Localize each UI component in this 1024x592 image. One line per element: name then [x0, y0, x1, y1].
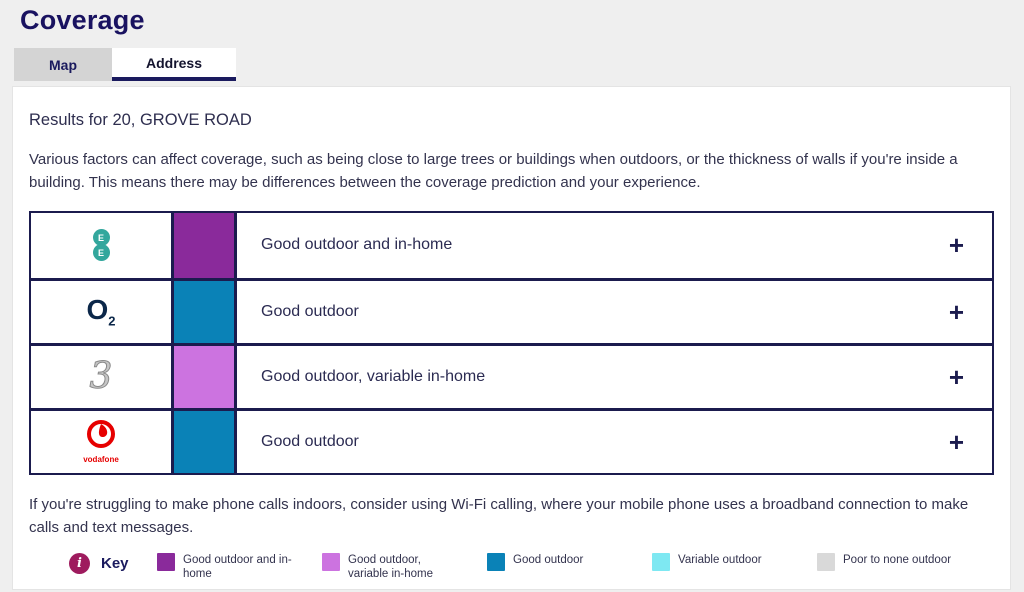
- key-item-label: Good outdoor: [513, 554, 584, 566]
- coverage-swatch-three: [174, 345, 237, 408]
- expand-row-button-ee[interactable]: +: [948, 230, 964, 260]
- coverage-text-ee: Good outdoor and in-home: [261, 236, 453, 253]
- table-row-ee: E E Good outdoor and in-home +: [31, 212, 992, 278]
- coverage-cell-vodafone: Good outdoor +: [237, 411, 992, 473]
- coverage-cell-three: Good outdoor, variable in-home +: [237, 346, 992, 408]
- table-row-o2: O2 Good outdoor +: [31, 277, 992, 343]
- coverage-table: E E Good outdoor and in-home + O2 Good o…: [29, 210, 994, 475]
- key-swatch-purple: [157, 553, 175, 571]
- key-item-variable-outdoor: Variable outdoor: [652, 553, 817, 571]
- key-item-label: Variable outdoor: [678, 554, 762, 566]
- tab-map[interactable]: Map: [14, 48, 112, 81]
- coverage-swatch-vodafone: [174, 410, 237, 473]
- expand-row-button-three[interactable]: +: [948, 361, 964, 392]
- info-icon: i: [69, 553, 90, 574]
- page-title: Coverage: [20, 5, 145, 35]
- o2-subscript: 2: [108, 313, 116, 329]
- key-item-good-outdoor-in-home: Good outdoor and in-home: [157, 553, 322, 582]
- coverage-text-three: Good outdoor, variable in-home: [261, 367, 486, 385]
- expand-row-button-o2[interactable]: +: [948, 296, 964, 327]
- key-label: Key: [101, 555, 129, 572]
- coverage-cell-o2: Good outdoor +: [237, 281, 992, 343]
- tab-address[interactable]: Address: [112, 48, 236, 81]
- vodafone-logo-icon: vodafone: [31, 410, 174, 473]
- key-swatch-cyan: [652, 553, 670, 571]
- ee-logo-icon: E E: [31, 212, 174, 278]
- coverage-swatch-o2: [174, 280, 237, 343]
- vodafone-wordmark: vodafone: [83, 455, 119, 464]
- key-swatch-blue: [487, 553, 505, 571]
- tab-bar: Map Address: [14, 48, 1024, 81]
- key-item-good-outdoor: Good outdoor: [487, 553, 652, 571]
- ee-circle-top: E: [92, 229, 110, 246]
- results-heading: Results for 20, GROVE ROAD: [29, 111, 252, 129]
- coverage-cell-ee: Good outdoor and in-home +: [237, 213, 992, 278]
- o2-letter: O: [86, 294, 109, 326]
- three-logo-icon: 3: [31, 345, 174, 408]
- coverage-key: i Key Good outdoor and in-home Good outd…: [69, 553, 994, 582]
- table-row-three: 3 Good outdoor, variable in-home +: [31, 342, 992, 408]
- coverage-text-vodafone: Good outdoor: [261, 432, 359, 450]
- ee-logo: E E: [92, 229, 110, 261]
- vodafone-logo: vodafone: [83, 419, 119, 464]
- key-item-label: Good outdoor and in-home: [183, 554, 292, 581]
- expand-row-button-vodafone[interactable]: +: [948, 426, 964, 457]
- key-item-label: Good outdoor, variable in-home: [348, 554, 434, 581]
- o2-logo: O2: [86, 294, 115, 329]
- wifi-calling-note: If you're struggling to make phone calls…: [29, 495, 969, 536]
- key-swatch-orchid: [322, 553, 340, 571]
- coverage-disclaimer: Various factors can affect coverage, suc…: [29, 151, 958, 192]
- key-swatch-grey: [817, 553, 835, 571]
- coverage-text-o2: Good outdoor: [261, 302, 359, 320]
- three-logo: 3: [89, 356, 113, 398]
- coverage-swatch-ee: [174, 212, 237, 278]
- key-item-poor-to-none: Poor to none outdoor: [817, 553, 982, 571]
- o2-logo-icon: O2: [31, 280, 174, 343]
- results-panel: Results for 20, GROVE ROAD Various facto…: [12, 86, 1011, 590]
- ee-circle-bottom: E: [92, 244, 110, 261]
- key-item-label: Poor to none outdoor: [843, 554, 952, 566]
- key-item-good-outdoor-variable: Good outdoor, variable in-home: [322, 553, 487, 582]
- table-row-vodafone: vodafone Good outdoor +: [31, 407, 992, 473]
